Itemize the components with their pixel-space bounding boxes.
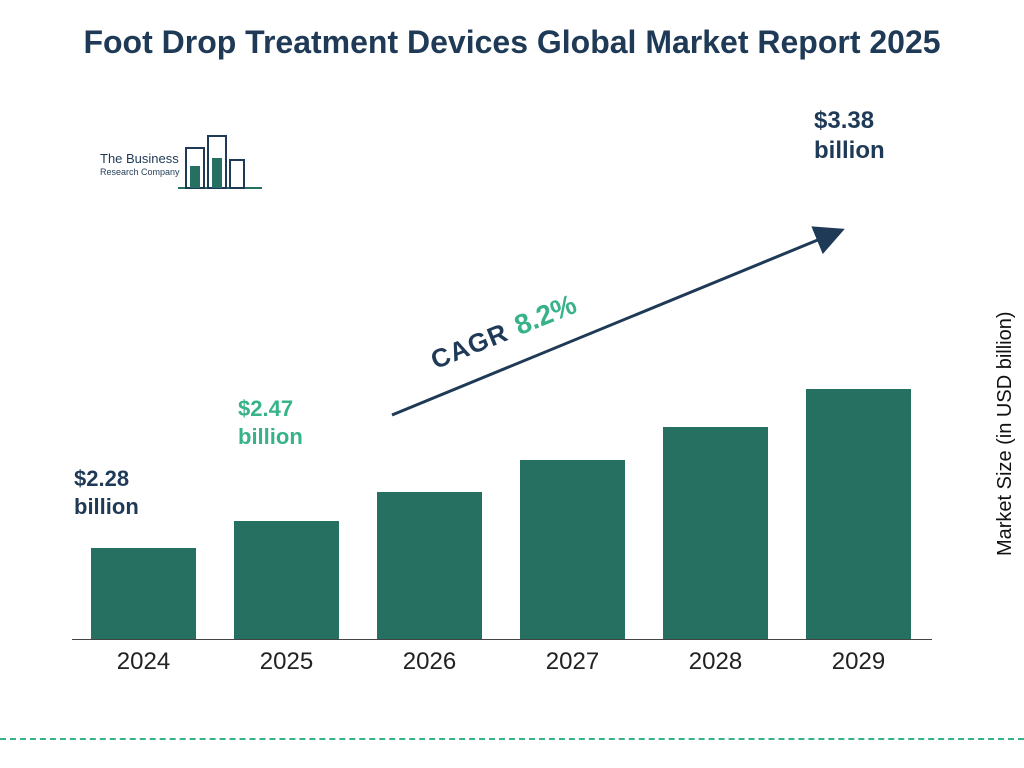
bar bbox=[663, 427, 768, 639]
bar bbox=[806, 389, 911, 639]
bar bbox=[377, 492, 482, 639]
y-axis-label: Market Size (in USD billion) bbox=[995, 312, 1018, 557]
bar-value-label: $2.28 billion bbox=[74, 465, 184, 520]
x-axis-label: 2025 bbox=[215, 648, 358, 676]
bar bbox=[520, 460, 625, 639]
chart-plot bbox=[72, 130, 932, 640]
x-axis-label: 2027 bbox=[501, 648, 644, 676]
bar-value-label: $2.47 billion bbox=[238, 395, 348, 450]
page-title: Foot Drop Treatment Devices Global Marke… bbox=[0, 0, 1024, 62]
bar bbox=[91, 548, 196, 639]
x-axis-label: 2024 bbox=[72, 648, 215, 676]
bar-value-label: $3.38 billion bbox=[814, 106, 924, 166]
x-axis-label: 2029 bbox=[787, 648, 930, 676]
bar bbox=[234, 521, 339, 639]
bar-chart: CAGR 8.2% 202420252026202720282029$2.28 … bbox=[72, 130, 932, 685]
x-axis-label: 2026 bbox=[358, 648, 501, 676]
footer-divider bbox=[0, 738, 1024, 740]
x-axis-label: 2028 bbox=[644, 648, 787, 676]
